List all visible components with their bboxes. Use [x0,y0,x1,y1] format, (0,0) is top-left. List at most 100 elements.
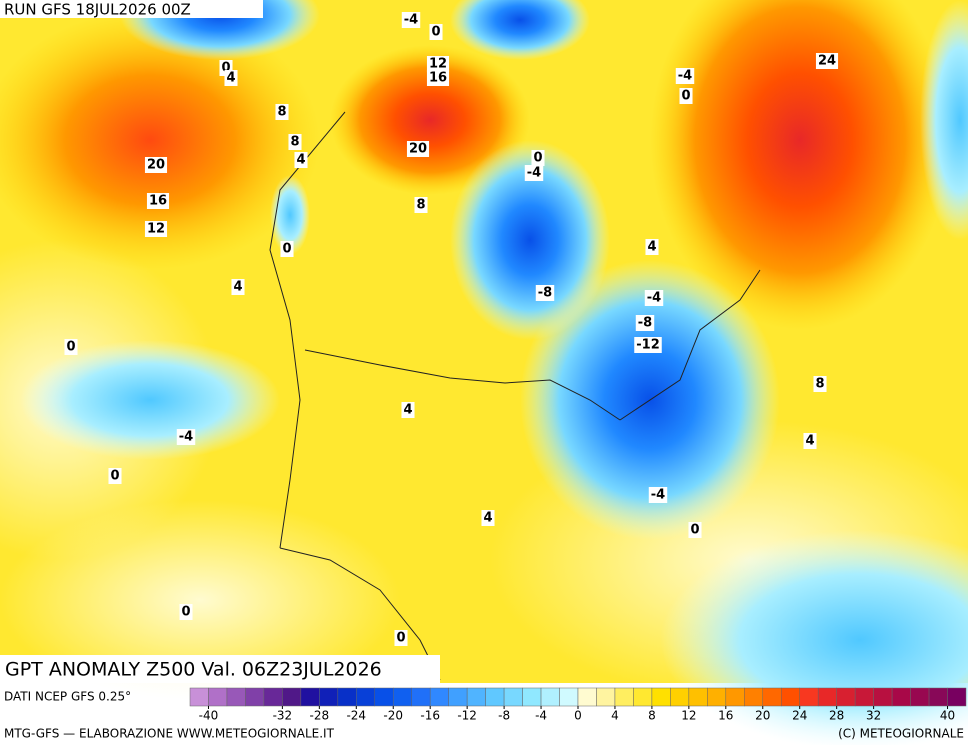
colorbar-swatch [688,687,708,707]
colorbar-swatch [836,687,856,707]
colorbar-tick-label: -16 [420,709,440,723]
colorbar-swatch [744,687,764,707]
contour-label: 0 [282,242,291,257]
footer-left: MTG-GFS — ELABORAZIONE WWW.METEOGIORNALE… [4,727,335,741]
colorbar-swatch [928,687,948,707]
contour-label-bg [535,285,555,301]
contour-label-bg [675,68,695,84]
colorbar-swatch [614,687,634,707]
colorbar: -40 -32 -28 -24 -20 -16 -12 -8 -4 0 4 8 12 16 20 24 28 32… [189,687,967,723]
colorbar-swatch [503,687,523,707]
title-box [0,655,440,683]
colorbar-tick-label: 4 [611,709,619,723]
colorbar-swatch [282,687,302,707]
colorbar-swatch [466,687,486,707]
colorbar-tick-label: -12 [457,709,477,723]
colorbar-tick-label: -32 [273,709,293,723]
colorbar-tick-label: -8 [498,709,510,723]
colorbar-swatch [577,687,597,707]
colorbar-swatch [633,687,653,707]
colorbar-swatch [670,687,690,707]
colorbar-swatch [540,687,560,707]
contour-label: 4 [296,153,305,168]
contour-label: 4 [805,434,814,449]
colorbar-swatch [263,687,283,707]
contour-label-bg [406,141,430,157]
contour-label-bg [815,53,839,69]
colorbar-tick-label: 12 [681,709,696,723]
colorbar-tick-label: -24 [346,709,366,723]
contour-label-bg [224,70,238,86]
contour-label: -8 [638,316,652,331]
contour-label: 8 [290,135,299,150]
colorbar-swatch [411,687,431,707]
contour-label: -4 [179,430,193,445]
colorbar-swatch [707,687,727,707]
contour-label: 12 [147,222,165,237]
contour-label: -4 [647,291,661,306]
contour-label-bg [645,239,659,255]
map-title: GPT ANOMALY Z500 Val. 06Z23JUL2026 [5,659,382,681]
contour-label-bg [426,56,450,72]
contour-label: 24 [818,54,836,69]
contour-label-bg [288,134,302,150]
contour-label-bg [635,315,655,331]
run-box [0,0,263,18]
contour-label: 8 [277,105,286,120]
colorbar-swatch [817,687,837,707]
contour-label-bg [813,376,827,392]
colorbar-swatch [208,687,228,707]
colorbar-swatch [799,687,819,707]
colorbar-swatch [725,687,745,707]
contour-label: 0 [110,469,119,484]
colorbar-swatch [854,687,874,707]
contour-label-bg [688,522,702,538]
contour-label-bg [144,221,168,237]
colorbar-swatch [522,687,542,707]
colorbar-tick-label: 0 [574,709,582,723]
contour-label: 0 [681,89,690,104]
contour-label-bg [64,339,78,355]
colorbar-swatch [873,687,893,707]
colorbar-swatch [429,687,449,707]
contour-label-bg [176,429,196,445]
colorbar-tick-label: -28 [310,709,330,723]
contour-label-bg [644,290,664,306]
contour-label: 4 [403,403,412,418]
colorbar-swatch [337,687,357,707]
colorbar-swatch [356,687,376,707]
colorbar-tick-label: -20 [383,709,403,723]
colorbar-swatch [374,687,394,707]
colorbar-tick-label: -40 [199,709,219,723]
contour-label: 4 [647,240,656,255]
contour-label: 0 [66,340,75,355]
contour-label-bg [108,468,122,484]
colorbar-swatch [780,687,800,707]
colorbar-tick-label: 24 [792,709,807,723]
contour-label-bg [524,165,544,181]
colorbar-swatch [651,687,671,707]
contour-label-bg [401,12,421,28]
contour-label: 20 [409,142,427,157]
footer-right: (C) METEOGIORNALE [838,727,964,741]
colorbar-tick-label: 32 [866,709,881,723]
colorbar-swatch [762,687,782,707]
contour-label: 12 [429,57,447,72]
contour-label: -4 [678,69,692,84]
colorbar-swatch [392,687,412,707]
colorbar-swatch [891,687,911,707]
contour-label: -8 [538,286,552,301]
colorbar-tick-label: -4 [535,709,547,723]
colorbar-tick-label: 28 [829,709,844,723]
contour-label-bg [648,487,668,503]
contour-label-bg [294,152,308,168]
contour-label-bg [280,241,294,257]
contour-label: 16 [429,71,447,86]
colorbar-swatch [226,687,246,707]
contour-label-bg [275,104,289,120]
contour-label: 0 [690,523,699,538]
contour-label: 4 [226,71,235,86]
contour-label-bg [394,630,408,646]
contour-label: 8 [416,198,425,213]
